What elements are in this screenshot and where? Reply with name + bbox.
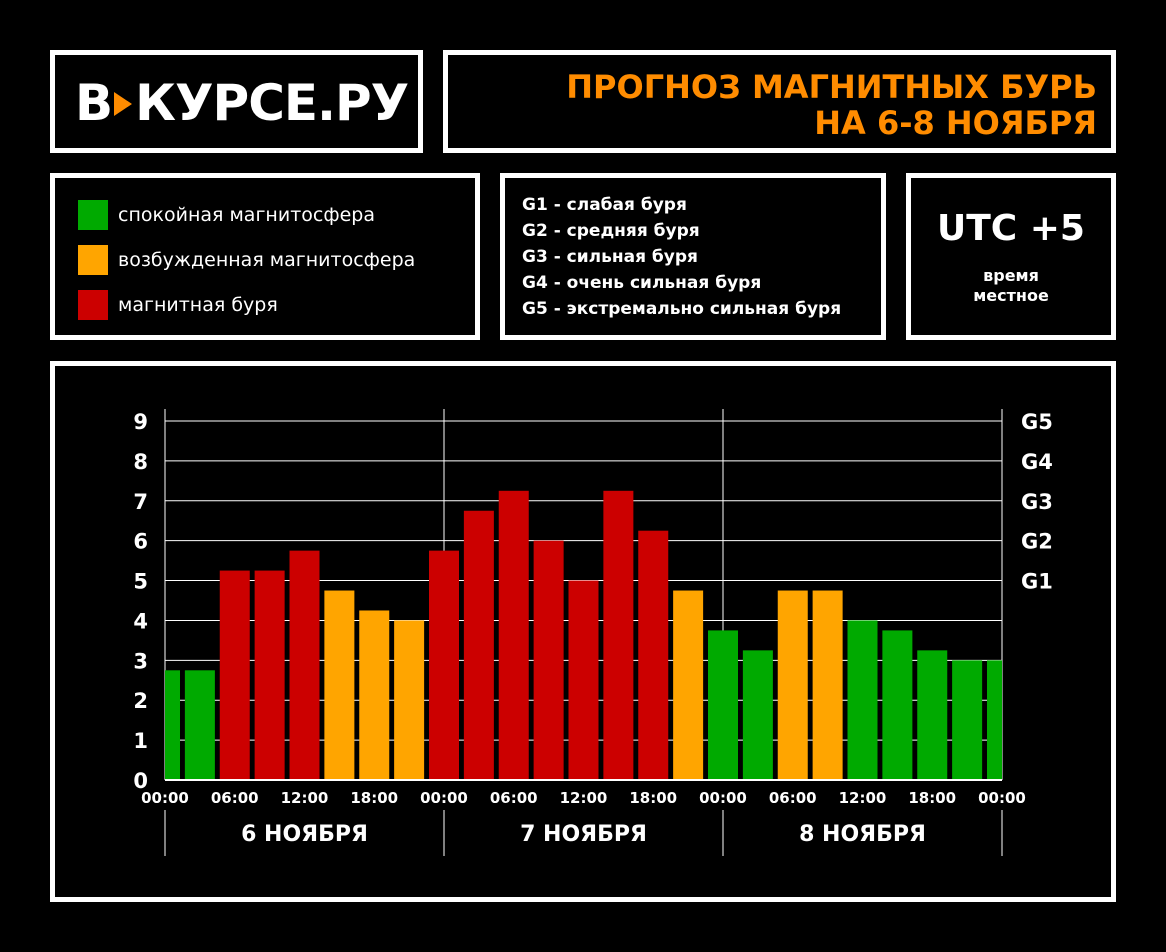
y-tick-label: 2 — [133, 689, 148, 713]
play-arrow-icon — [114, 91, 133, 116]
bar — [917, 650, 948, 780]
bar — [673, 590, 704, 780]
bar — [882, 630, 913, 780]
bar — [777, 590, 808, 780]
g-level-label: G3 — [1021, 490, 1053, 514]
legend-label-storm: магнитная буря — [118, 294, 278, 316]
kp-index-chart: 0 1 2 3 4 5 6 7 8 9 G1 G2 G3 G4 G5 00:00 06:00 12:00 18:00… — [133, 409, 1053, 856]
g-level-label: G2 — [1021, 530, 1053, 554]
bar — [708, 630, 738, 780]
logo-text-main: КУРСЕ.РУ — [135, 74, 409, 132]
g-level-label: G5 — [1021, 410, 1053, 434]
x-tick-label: 12:00 — [560, 789, 608, 807]
g-level-label: G1 — [1021, 570, 1053, 594]
bar — [394, 620, 425, 780]
g-scale-item-g2: G2 - средняя буря — [522, 221, 700, 241]
y-tick-label: 4 — [133, 609, 148, 633]
bar — [165, 670, 180, 780]
day-label: 6 НОЯБРЯ — [241, 822, 368, 847]
g-scale-legend: G1 - слабая буря G2 - средняя буря G3 - … — [500, 173, 886, 340]
legend-label-excited: возбужденная магнитосфера — [118, 249, 416, 271]
bar — [987, 660, 1002, 780]
bar — [568, 580, 599, 780]
bar — [254, 570, 285, 780]
x-tick-label: 18:00 — [629, 789, 677, 807]
timezone-caption-line-2: местное — [973, 286, 1049, 305]
x-tick-label: 12:00 — [281, 789, 329, 807]
y-tick-label: 3 — [133, 649, 148, 673]
bar — [463, 510, 494, 780]
x-tick-label: 00:00 — [141, 789, 189, 807]
bar — [638, 530, 669, 780]
legend-label-calm: спокойная магнитосфера — [118, 204, 375, 226]
x-tick-label: 00:00 — [420, 789, 468, 807]
x-tick-label: 00:00 — [699, 789, 747, 807]
page-title: ПРОГНОЗ МАГНИТНЫХ БУРЬ НА 6-8 НОЯБРЯ — [566, 69, 1097, 141]
bar — [812, 590, 843, 780]
y-tick-label: 6 — [133, 530, 148, 554]
timezone-caption-line-1: время — [983, 266, 1039, 285]
timezone-panel: UTC +5 время местное — [906, 173, 1116, 340]
g-scale-item-g1: G1 - слабая буря — [522, 195, 687, 215]
bar — [742, 650, 773, 780]
legend-swatch-storm — [78, 290, 108, 320]
x-tick-label: 18:00 — [350, 789, 398, 807]
x-tick-label: 12:00 — [839, 789, 887, 807]
y-tick-label: 5 — [133, 570, 148, 594]
color-legend: спокойная магнитосфера возбужденная магн… — [50, 173, 480, 340]
g-scale-item-g5: G5 - экстремально сильная буря — [522, 299, 842, 319]
y-tick-label: 7 — [133, 490, 148, 514]
bar — [184, 670, 215, 780]
legend-item-storm: магнитная буря — [78, 290, 278, 320]
bar — [359, 610, 390, 780]
x-tick-label: 06:00 — [211, 789, 259, 807]
bar — [219, 570, 250, 780]
bar — [429, 550, 459, 780]
timezone-value: UTC +5 — [937, 208, 1085, 249]
legend-item-excited: возбужденная магнитосфера — [78, 245, 415, 275]
y-tick-label: 8 — [133, 450, 148, 474]
title-line-2: НА 6-8 НОЯБРЯ — [814, 104, 1097, 142]
legend-swatch-calm — [78, 200, 108, 230]
y-tick-label: 9 — [133, 410, 148, 434]
g-scale-item-g3: G3 - сильная буря — [522, 247, 698, 267]
title-panel: ПРОГНОЗ МАГНИТНЫХ БУРЬ НА 6-8 НОЯБРЯ — [443, 50, 1116, 153]
bar — [498, 490, 529, 780]
day-label: 7 НОЯБРЯ — [520, 822, 647, 847]
bar — [847, 620, 878, 780]
legend-item-calm: спокойная магнитосфера — [78, 200, 375, 230]
x-tick-label: 00:00 — [978, 789, 1026, 807]
x-tick-label: 06:00 — [490, 789, 538, 807]
g-scale-item-g4: G4 - очень сильная буря — [522, 273, 762, 293]
logo-text-prefix: В — [75, 74, 113, 132]
x-tick-label: 18:00 — [908, 789, 956, 807]
bar — [324, 590, 355, 780]
timezone-caption: время местное — [911, 266, 1111, 306]
x-tick-label: 06:00 — [769, 789, 817, 807]
title-line-1: ПРОГНОЗ МАГНИТНЫХ БУРЬ — [566, 68, 1097, 106]
g-level-label: G4 — [1021, 450, 1053, 474]
legend-swatch-excited — [78, 245, 108, 275]
y-tick-label: 1 — [133, 729, 148, 753]
logo-panel: В КУРСЕ.РУ — [50, 50, 423, 153]
bar — [952, 660, 983, 780]
bar — [533, 540, 564, 780]
bar — [289, 550, 320, 780]
brand-logo[interactable]: В КУРСЕ.РУ — [75, 74, 409, 132]
y-tick-label: 0 — [133, 769, 148, 793]
day-label: 8 НОЯБРЯ — [799, 822, 926, 847]
bar — [603, 490, 634, 780]
chart-panel: 0 1 2 3 4 5 6 7 8 9 G1 G2 G3 G4 G5 00:00 06:00 12:00 18:00… — [50, 361, 1116, 902]
